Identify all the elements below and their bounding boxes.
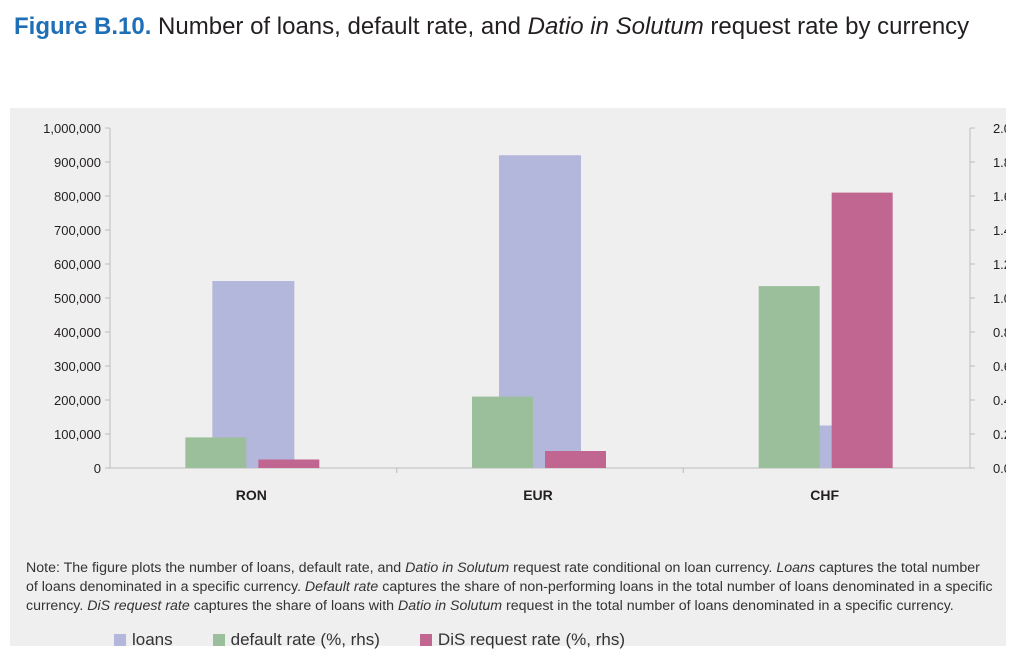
note-italic: Datio in Solutum (398, 598, 503, 614)
legend-swatch-dis-rate (419, 634, 432, 646)
legend-label-loans: loans (132, 630, 173, 649)
bar-dis-rate-ron (258, 459, 320, 468)
bar-default-rate-eur (472, 396, 533, 468)
legend-item-default-rate: default rate (%, rhs) (212, 630, 380, 650)
legend-label-default-rate: default rate (%, rhs) (230, 630, 380, 649)
y-left-tick-label: 700,000 (54, 223, 101, 238)
bar-loans-ron (212, 281, 295, 468)
y-right-tick-label: 0.0 (993, 461, 1006, 476)
note-italic: DiS request rate (87, 598, 190, 614)
x-tick-label: RON (236, 487, 267, 503)
y-left-tick-label: 1,000,000 (43, 121, 101, 136)
y-left-tick-label: 200,000 (54, 393, 101, 408)
y-right-tick-label: 0.8 (993, 325, 1006, 340)
legend-item-loans: loans (114, 630, 173, 650)
note-text: captures the share of loans with (193, 598, 395, 614)
y-right-tick-label: 1.4 (993, 223, 1006, 238)
y-left-tick-label: 800,000 (54, 189, 101, 204)
y-right-tick-label: 2.0 (993, 121, 1006, 136)
title-text-end: request rate by currency (710, 13, 970, 40)
chart-legend: loans default rate (%, rhs) DiS request … (114, 630, 625, 650)
x-tick-label: CHF (810, 487, 839, 503)
y-right-tick-label: 1.0 (993, 291, 1006, 306)
y-right-tick-label: 0.6 (993, 359, 1006, 374)
note-text: Note: The figure plots the number of loa… (26, 560, 402, 576)
legend-label-dis-rate: DiS request rate (%, rhs) (437, 630, 625, 649)
legend-swatch-default-rate (212, 634, 225, 646)
chart-title: Figure B.10. Number of loans, default ra… (14, 8, 974, 45)
note-text: request rate conditional on loan currenc… (513, 560, 773, 576)
y-right-tick-label: 1.6 (993, 189, 1006, 204)
note-text: captures the share of non-performing loa… (26, 579, 993, 614)
y-right-tick-label: 0.4 (993, 393, 1006, 408)
y-right-tick-label: 1.8 (993, 155, 1006, 170)
y-left-tick-label: 300,000 (54, 359, 101, 374)
note-text: request in the total number of loans den… (506, 598, 954, 614)
y-right-tick-label: 0.2 (993, 427, 1006, 442)
note-text: captures the total number of loans denom… (26, 560, 980, 595)
y-right-tick-label: 1.2 (993, 257, 1006, 272)
legend-swatch-loans (114, 634, 126, 646)
bar-default-rate-ron (185, 437, 247, 468)
figure-label: Figure B.10. (14, 13, 152, 40)
y-left-tick-label: 900,000 (54, 155, 101, 170)
note-italic: Default rate (304, 579, 379, 595)
title-italic: Datio in Solutum (527, 13, 704, 40)
bar-dis-rate-chf (831, 192, 893, 468)
title-text: Number of loans, default rate, and (158, 13, 521, 40)
note-italic: Datio in Solutum (405, 560, 510, 576)
y-left-tick-label: 600,000 (54, 257, 101, 272)
chart-panel: 0 100,000 200,000 300,000 400,000 500,000 600,… (10, 108, 1006, 649)
y-left-tick-label: 0 (94, 461, 101, 476)
x-tick-label: EUR (523, 487, 553, 503)
chart-note: Note: The figure plots the number of loa… (26, 559, 994, 616)
bar-default-rate-chf (758, 286, 820, 468)
y-left-tick-label: 400,000 (54, 325, 101, 340)
bar-dis-rate-eur (545, 451, 606, 468)
y-left-tick-label: 500,000 (54, 291, 101, 306)
legend-item-dis-rate: DiS request rate (%, rhs) (419, 630, 625, 650)
y-left-tick-label: 100,000 (54, 427, 101, 442)
note-italic: Loans (776, 560, 815, 576)
chart-svg: 0 100,000 200,000 300,000 400,000 500,000 600,… (43, 121, 1006, 503)
